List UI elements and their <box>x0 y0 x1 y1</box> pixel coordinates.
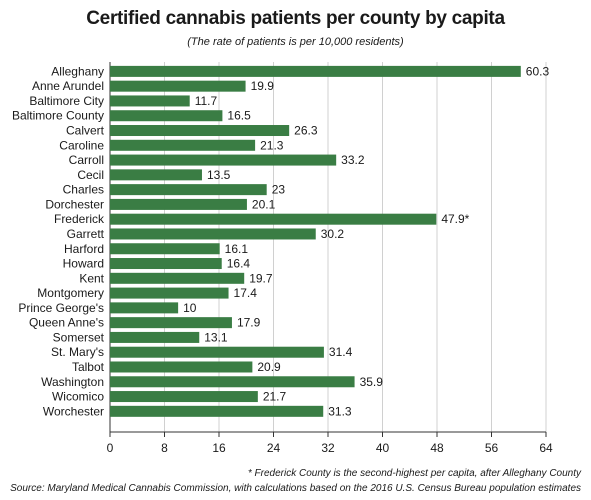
category-label: Somerset <box>53 330 105 344</box>
x-tick-label: 48 <box>430 441 444 455</box>
category-label: Howard <box>63 257 104 271</box>
value-label: 13.1 <box>204 330 228 344</box>
category-label: Frederick <box>54 212 105 226</box>
value-label: 20.1 <box>252 197 276 211</box>
category-label: Wicomico <box>52 390 104 404</box>
bar <box>110 361 253 373</box>
bar <box>110 287 229 299</box>
bar <box>110 125 290 137</box>
category-label: Kent <box>79 271 104 285</box>
value-label: 20.9 <box>257 360 281 374</box>
bar <box>110 302 179 314</box>
category-label: Prince George's <box>18 301 104 315</box>
bar <box>110 405 324 417</box>
bar <box>110 95 190 107</box>
category-label: Cecil <box>77 168 104 182</box>
category-label: Dorchester <box>45 197 104 211</box>
bar <box>110 228 316 240</box>
x-tick-label: 64 <box>539 441 553 455</box>
value-label: 47.9* <box>441 212 469 226</box>
x-tick-label: 0 <box>107 441 114 455</box>
bar <box>110 65 521 77</box>
source-note: Source: Maryland Medical Cannabis Commis… <box>10 483 581 494</box>
footnote: * Frederick County is the second-highest… <box>247 468 581 479</box>
bar <box>110 154 337 166</box>
value-label: 30.2 <box>321 227 345 241</box>
x-tick-label: 16 <box>212 441 226 455</box>
bar <box>110 258 222 270</box>
category-label: Baltimore County <box>12 109 104 123</box>
category-label: Montgomery <box>37 286 104 300</box>
bar <box>110 376 355 388</box>
bar <box>110 331 200 343</box>
value-label: 21.3 <box>260 138 284 152</box>
x-tick-label: 24 <box>267 441 281 455</box>
category-label: Anne Arundel <box>32 79 104 93</box>
category-label: Carroll <box>69 153 104 167</box>
category-label: Calvert <box>66 124 105 138</box>
category-label: Queen Anne's <box>29 316 104 330</box>
chart-subtitle: (The rate of patients is per 10,000 resi… <box>187 36 404 48</box>
category-label: Garrett <box>67 227 105 241</box>
chart-title: Certified cannabis patients per county b… <box>86 8 505 29</box>
category-label: Harford <box>64 242 104 256</box>
value-label: 16.4 <box>227 257 251 271</box>
value-label: 19.9 <box>251 79 275 93</box>
category-label: St. Mary's <box>51 345 104 359</box>
value-label: 11.7 <box>195 94 218 108</box>
bar <box>110 272 245 284</box>
value-label: 17.9 <box>237 316 261 330</box>
bar <box>110 243 220 255</box>
bar <box>110 391 258 403</box>
bar <box>110 110 223 122</box>
x-tick-label: 8 <box>161 441 168 455</box>
category-label: Caroline <box>59 138 104 152</box>
category-label: Charles <box>63 183 104 197</box>
bar <box>110 184 267 196</box>
value-label: 19.7 <box>249 271 273 285</box>
bar <box>110 346 324 358</box>
category-label: Talbot <box>72 360 105 374</box>
value-label: 31.3 <box>328 404 352 418</box>
bar <box>110 213 437 225</box>
value-label: 16.1 <box>225 242 249 256</box>
category-label: Alleghany <box>51 64 104 78</box>
value-label: 23 <box>272 183 286 197</box>
value-label: 31.4 <box>329 345 353 359</box>
category-label: Worchester <box>43 404 104 418</box>
bar <box>110 80 246 92</box>
bar <box>110 169 202 181</box>
value-label: 33.2 <box>341 153 365 167</box>
x-tick-label: 56 <box>485 441 499 455</box>
bar <box>110 198 247 210</box>
value-label: 35.9 <box>360 375 384 389</box>
value-label: 60.3 <box>526 64 550 78</box>
bar-chart: 0 8 16 24 32 40 48 56 64 Alleghany 60.3 Anne Arunde… <box>12 62 553 455</box>
category-label: Baltimore City <box>29 94 104 108</box>
value-label: 21.7 <box>263 390 287 404</box>
value-label: 26.3 <box>294 124 318 138</box>
value-label: 17.4 <box>234 286 258 300</box>
value-label: 10 <box>183 301 197 315</box>
bar <box>110 317 232 329</box>
value-label: 16.5 <box>227 109 251 123</box>
category-label: Washington <box>41 375 104 389</box>
x-tick-label: 32 <box>321 441 335 455</box>
value-label: 13.5 <box>207 168 231 182</box>
bar <box>110 139 256 151</box>
x-tick-label: 40 <box>376 441 390 455</box>
